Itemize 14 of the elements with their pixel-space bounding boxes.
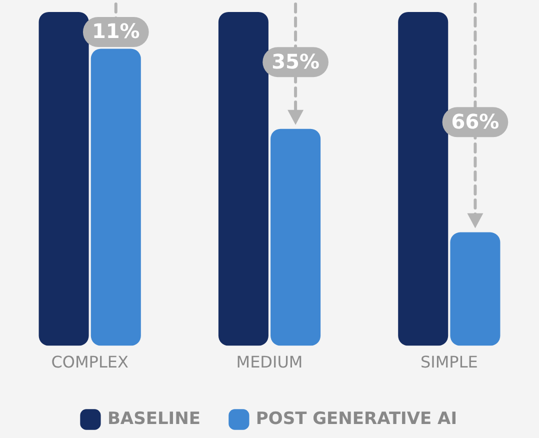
x-tick-label: MEDIUM <box>236 352 303 372</box>
x-tick-label: COMPLEX <box>51 352 128 372</box>
bar <box>218 12 268 346</box>
annotation: 66% <box>451 109 500 134</box>
bar <box>38 12 89 346</box>
annotation: 11% <box>92 19 140 44</box>
legend-label: POST GENERATIVE AI <box>256 408 458 429</box>
legend-label: BASELINE <box>107 408 200 429</box>
bar <box>90 48 141 346</box>
annotation: 35% <box>272 49 320 74</box>
bar <box>398 12 448 346</box>
bar <box>270 128 321 346</box>
bar <box>450 232 500 346</box>
x-tick-label: SIMPLE <box>420 352 478 372</box>
